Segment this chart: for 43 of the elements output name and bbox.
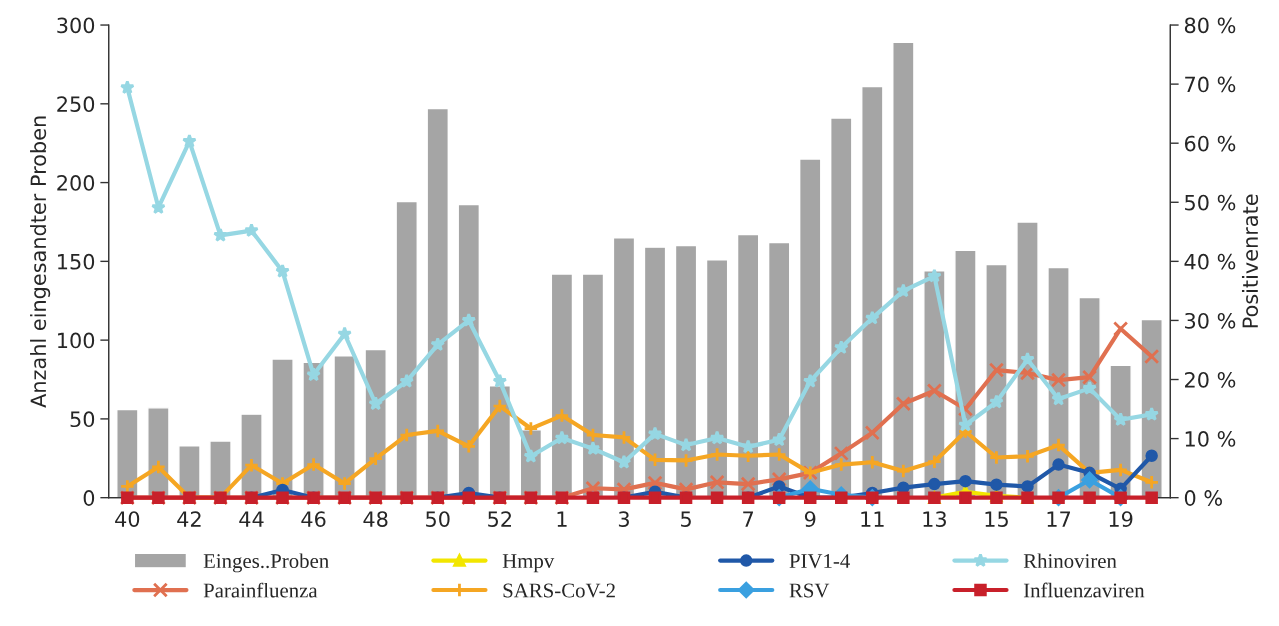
y-tick-label: 50 [70,411,95,428]
x-tick-label: 17 [1047,511,1071,527]
x-tick-label: 9 [804,511,816,527]
legend-label: Parainfluenza [203,582,318,598]
legend-label: Rhinoviren [1023,553,1117,569]
legend-label: PIV1-4 [789,554,850,569]
y2-tick-label: 50 % [1185,194,1236,211]
x-tick-label: 11 [861,511,884,527]
x-tick-label: 7 [743,511,753,527]
y-tick-label: 250 [57,96,95,113]
legend-label: Influenzaviren [1023,582,1145,598]
x-tick-label: 15 [985,511,1008,527]
x-tick-label: 1 [557,511,567,527]
x-tick-label: 19 [1109,511,1133,527]
y-tick-label: 200 [57,175,95,191]
x-tick-label: 13 [923,511,946,527]
legend-label: Einges..Proben [203,553,329,573]
x-tick-label: 52 [488,511,511,527]
x-tick-label: 46 [301,511,326,527]
x-tick-label: 3 [618,511,629,527]
legend-label: Hmpv [502,554,555,573]
x-tick-label: 44 [239,511,264,527]
y-tick-label: 100 [58,332,95,349]
y-axis-title: Anzahl eingesandter Proben [30,116,51,408]
y2-tick-label: 0 % [1184,490,1222,506]
legend-label: SARS-CoV-2 [503,583,615,598]
x-tick-label: 42 [177,511,201,527]
y-tick-label: 300 [57,17,95,34]
y2-tick-label: 60 % [1184,135,1236,152]
x-tick-label: 5 [681,511,691,527]
y2-axis-title: Positivenrate [1241,194,1259,328]
y2-tick-label: 20 % [1185,371,1236,388]
y-tick-label: 0 [83,490,95,506]
y2-tick-label: 30 % [1185,312,1236,329]
x-tick-label: 50 [426,511,450,527]
y2-tick-label: 70 % [1185,76,1236,93]
x-tick-label: 40 [115,511,140,527]
y2-tick-label: 80 % [1184,17,1236,34]
y2-tick-label: 10 % [1185,431,1236,447]
x-tick-label: 48 [363,511,388,527]
y2-tick-label: 40 % [1184,253,1236,270]
y-tick-label: 150 [58,253,95,270]
legend-label: RSV [789,583,830,598]
